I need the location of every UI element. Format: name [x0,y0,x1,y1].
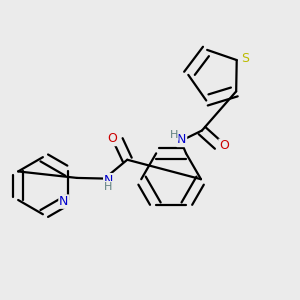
Text: N: N [177,134,187,146]
Text: H: H [104,182,112,192]
Text: S: S [241,52,249,64]
Text: N: N [59,195,68,208]
Text: H: H [169,130,178,140]
Text: N: N [104,174,113,187]
Text: O: O [219,139,229,152]
Text: O: O [107,133,117,146]
